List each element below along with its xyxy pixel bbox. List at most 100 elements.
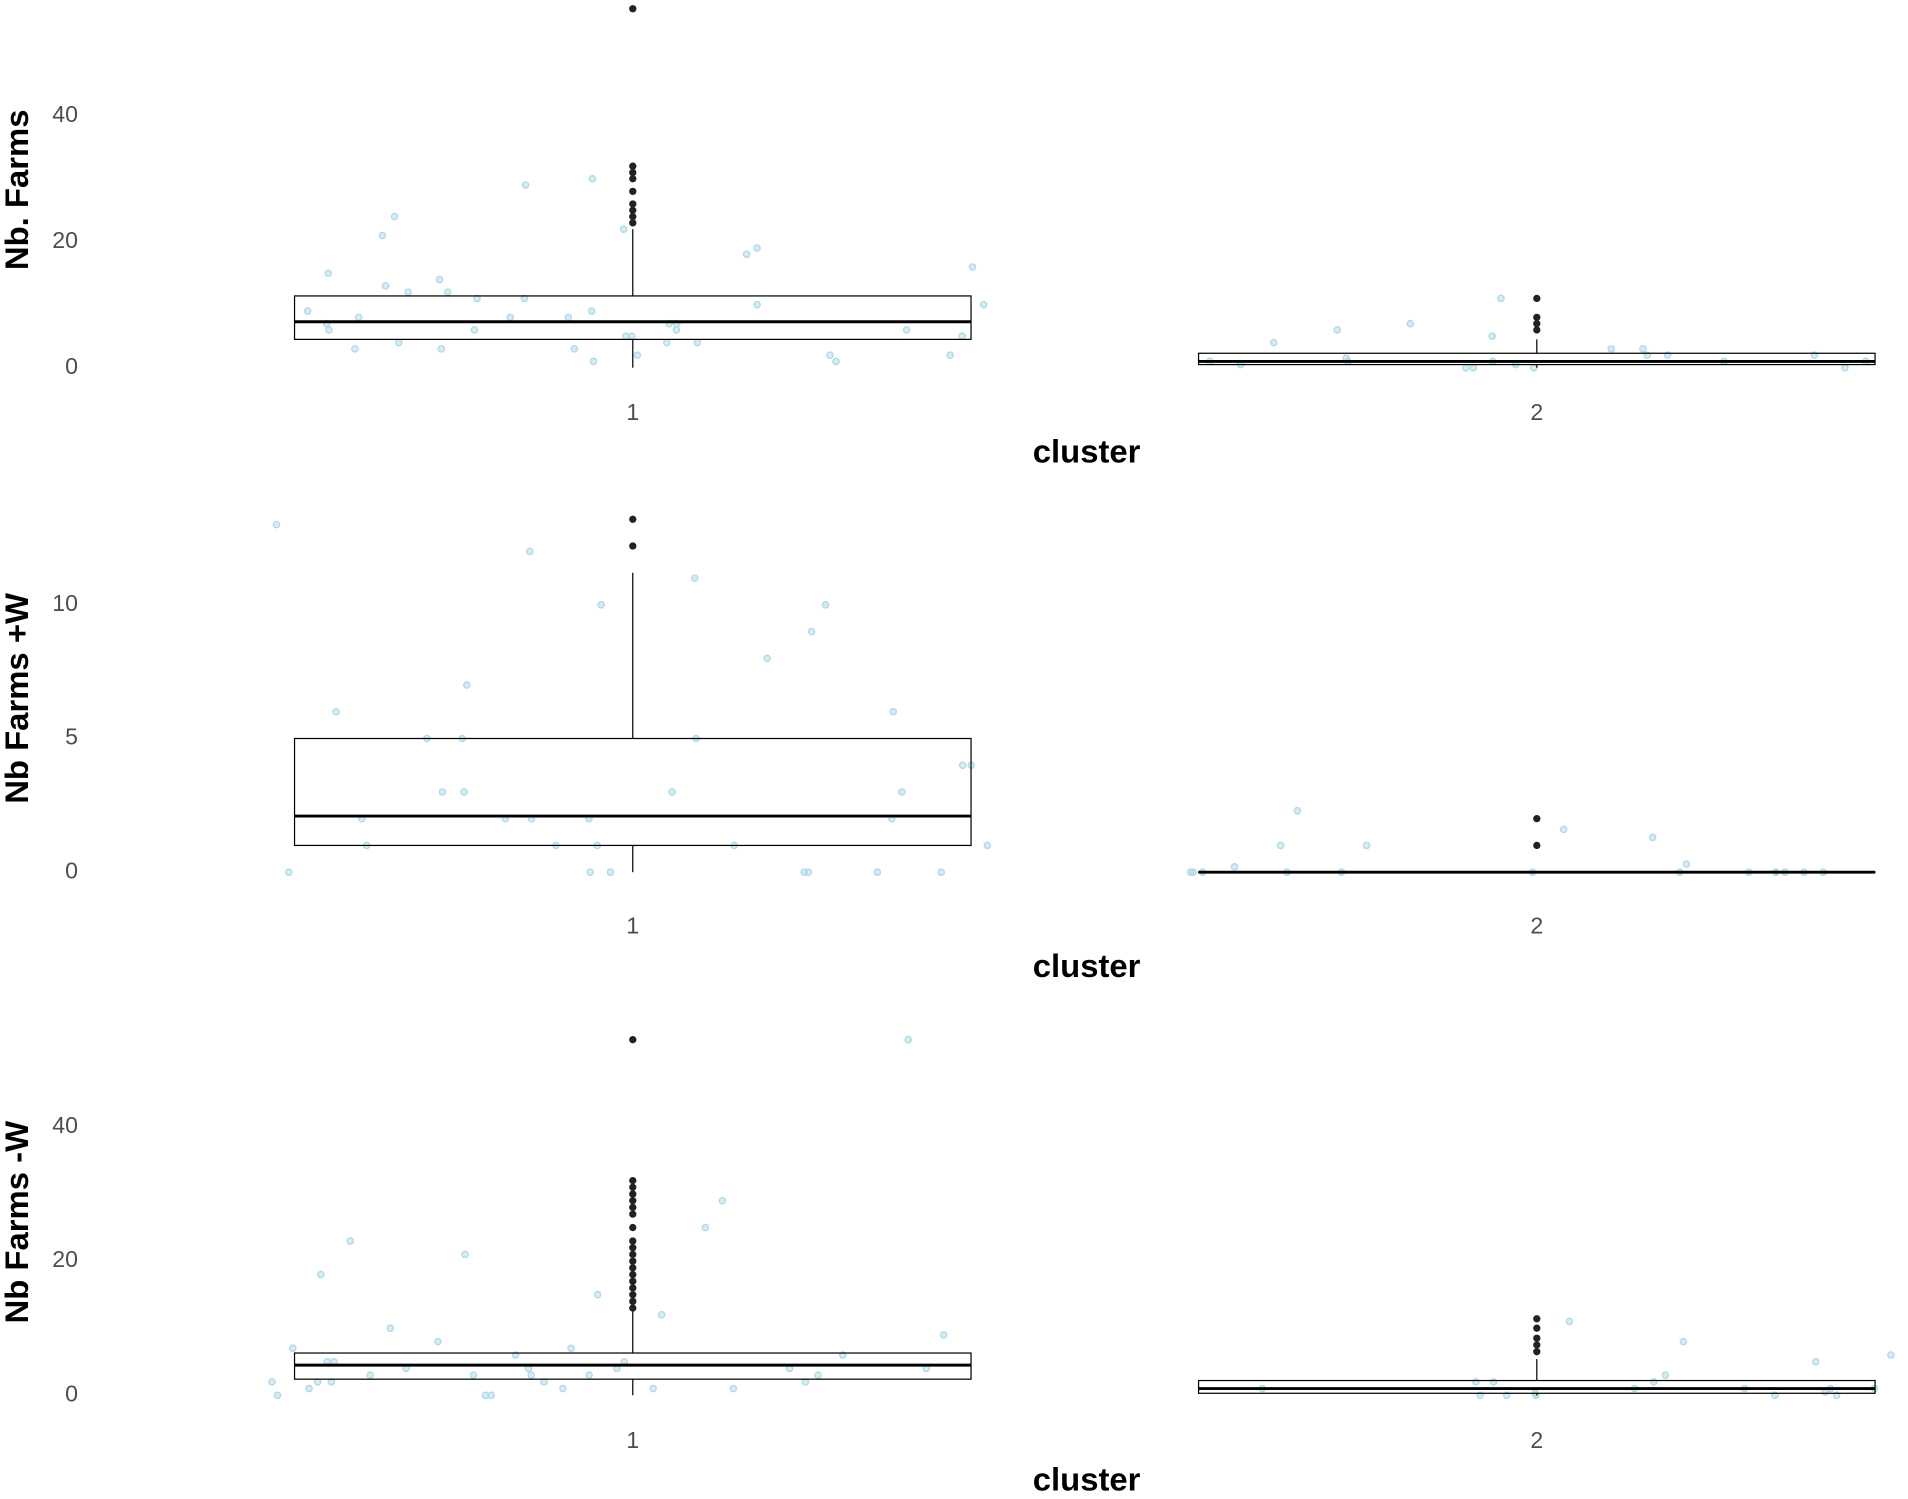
jitter-point <box>506 313 514 322</box>
outlier <box>629 219 637 227</box>
jitter-point <box>904 1035 912 1044</box>
jitter-point <box>753 244 761 252</box>
jitter-point <box>1648 833 1657 842</box>
outlier <box>629 1277 637 1285</box>
outlier <box>629 1210 637 1218</box>
jitter-point <box>1462 363 1470 372</box>
jitter-point <box>521 181 530 189</box>
jitter-point <box>324 269 332 278</box>
jitter-point <box>889 707 898 716</box>
jitter-point <box>701 1223 710 1232</box>
y-axis-title: Nb Farms +W <box>0 593 35 804</box>
jitter-point <box>470 326 479 334</box>
jitter-point <box>463 681 471 689</box>
x-axis-title: cluster <box>1033 433 1141 470</box>
jitter-point <box>958 761 967 770</box>
outlier <box>629 1183 637 1191</box>
jitter-point <box>902 326 911 334</box>
jitter-point <box>619 225 628 233</box>
jitter-point <box>469 1371 478 1379</box>
jitter-point <box>983 841 992 850</box>
jitter-point <box>381 282 390 290</box>
jitter-point <box>633 351 642 359</box>
jitter-point <box>1469 363 1478 372</box>
jitter-point <box>718 1196 727 1205</box>
jitter-point <box>1333 326 1342 334</box>
jitter-point <box>273 1391 282 1400</box>
jitter-point <box>1269 338 1278 347</box>
jitter-point <box>564 313 573 322</box>
jitter-point <box>443 288 452 296</box>
jitter-point <box>288 1344 297 1353</box>
jitter-point <box>589 357 598 366</box>
x-axis-title: cluster <box>1033 1461 1141 1498</box>
jitter-point <box>1293 806 1302 815</box>
jitter-point <box>570 345 579 353</box>
jitter-point <box>1682 860 1691 868</box>
outlier <box>629 1264 637 1272</box>
jitter-point <box>487 1391 495 1400</box>
jitter-point <box>303 307 312 315</box>
jitter-point <box>821 601 830 609</box>
outlier <box>629 1203 637 1212</box>
jitter-point <box>657 1311 666 1319</box>
outlier <box>1533 294 1541 303</box>
jitter-point <box>461 1250 469 1259</box>
jitter-point <box>1650 1378 1658 1386</box>
y-tick-label: 40 <box>52 101 78 127</box>
jitter-point <box>1811 1357 1820 1366</box>
jitter-point <box>585 1371 593 1379</box>
jitter-point <box>1497 294 1505 303</box>
jitter-point <box>351 345 359 353</box>
jitter-point <box>559 1384 567 1393</box>
jitter-point <box>1679 1337 1688 1346</box>
outlier <box>629 1284 637 1292</box>
jitter-point <box>404 288 412 296</box>
jitter-point <box>939 1331 948 1339</box>
jitter-point <box>593 1290 602 1299</box>
jitter-point <box>1565 1317 1574 1326</box>
jitter-point <box>460 788 468 796</box>
jitter-point <box>268 1378 276 1386</box>
jitter-point <box>1362 841 1371 850</box>
outlier <box>629 1291 637 1299</box>
jitter-point <box>378 231 387 240</box>
y-tick-label: 5 <box>65 724 78 750</box>
y-tick-label: 10 <box>52 590 78 616</box>
jitter-point <box>1529 363 1538 372</box>
jitter-point <box>354 313 363 322</box>
jitter-point <box>588 175 597 183</box>
jitter-point <box>968 263 977 271</box>
jitter-point <box>898 788 906 796</box>
jitter-point <box>597 601 605 609</box>
outlier <box>1533 841 1541 850</box>
outlier <box>629 187 637 196</box>
jitter-point <box>958 332 966 341</box>
outlier <box>629 1197 637 1205</box>
jitter-point <box>520 294 529 303</box>
jitter-point <box>606 868 615 876</box>
y-axis-title: Nb Farms -W <box>0 1121 35 1324</box>
box <box>293 737 972 847</box>
jitter-point <box>325 326 333 334</box>
y-tick-label: 20 <box>52 227 78 253</box>
jitter-point <box>305 1384 313 1393</box>
box <box>293 295 972 341</box>
outlier <box>629 1036 637 1044</box>
jitter-point <box>814 1371 822 1379</box>
outlier <box>629 1176 637 1185</box>
jitter-point <box>1489 1378 1498 1386</box>
jitter-point <box>946 351 954 359</box>
outlier <box>629 1297 637 1306</box>
outlier <box>629 212 637 221</box>
jitter-point <box>587 307 596 315</box>
jitter-point <box>1559 825 1568 834</box>
jitter-point <box>1841 363 1849 372</box>
jitter-point <box>272 520 281 529</box>
jitter-point <box>1607 345 1615 353</box>
jitter-point <box>672 326 681 334</box>
y-tick-label: 0 <box>65 1380 78 1406</box>
outlier <box>629 1250 637 1259</box>
outlier <box>629 1257 637 1265</box>
